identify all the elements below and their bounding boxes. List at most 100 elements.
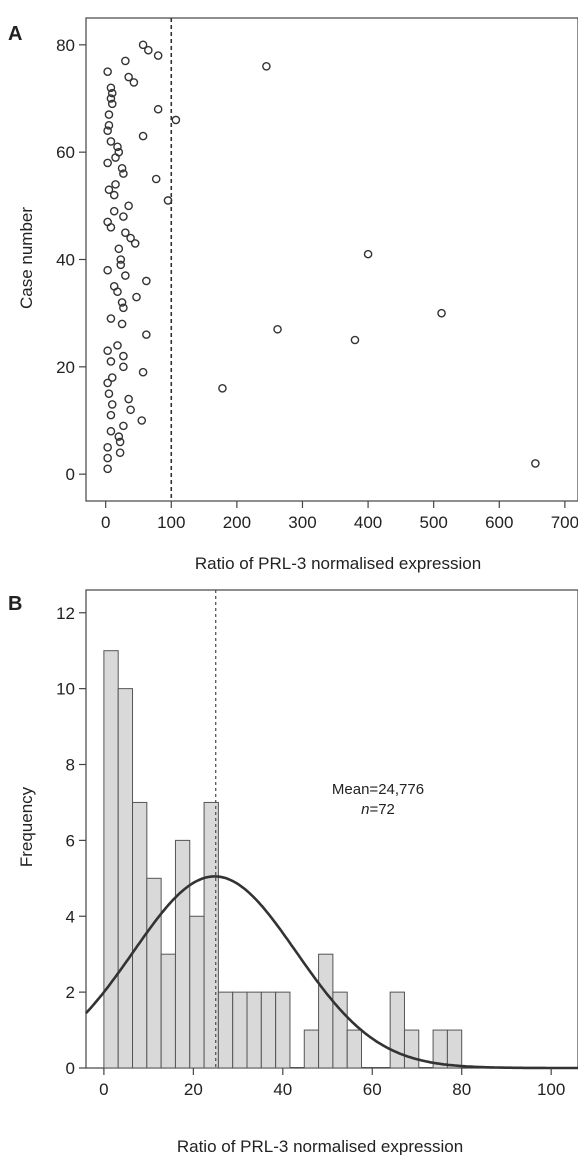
x-axis-title: Ratio of PRL-3 normalised expression xyxy=(177,1137,463,1155)
data-point xyxy=(126,405,135,415)
data-point xyxy=(106,83,116,93)
data-point xyxy=(106,94,116,103)
data-point xyxy=(138,131,148,141)
histogram-bar xyxy=(318,953,334,1069)
x-tick-label: 40 xyxy=(273,1080,292,1099)
data-point xyxy=(132,292,141,302)
mean-annotation: Mean=24,776 xyxy=(332,781,424,798)
panel-a: A 0 100 200 300 400 500 600 700 0 20 40 60 80 Ratio… xyxy=(8,17,578,573)
data-point xyxy=(350,335,360,345)
data-point xyxy=(103,464,112,474)
data-point xyxy=(106,137,116,146)
histogram-bar xyxy=(232,991,248,1069)
data-point xyxy=(124,201,133,211)
plot-frame xyxy=(85,17,578,502)
data-point xyxy=(113,341,122,350)
y-axis-title: Case number xyxy=(17,207,36,309)
x-axis-ticks: 0 100 200 300 400 500 600 700 xyxy=(101,501,578,532)
histogram-bar xyxy=(160,953,176,1069)
data-point xyxy=(104,121,114,130)
data-point xyxy=(113,142,122,152)
x-tick-label: 300 xyxy=(288,513,316,532)
data-point xyxy=(262,62,271,71)
n-symbol: n xyxy=(361,801,369,818)
n-value: =72 xyxy=(369,801,394,818)
x-tick-label: 100 xyxy=(157,513,185,532)
data-point xyxy=(106,314,116,323)
data-point xyxy=(106,426,116,436)
data-point xyxy=(103,67,112,76)
scatter-chart: A 0 100 200 300 400 500 600 700 0 20 40 60 80 Ratio… xyxy=(8,17,578,573)
histogram-bar xyxy=(246,991,262,1069)
data-point xyxy=(116,255,126,264)
y-tick-label: 0 xyxy=(66,1059,75,1078)
data-point xyxy=(121,271,130,280)
x-tick-label: 0 xyxy=(101,513,110,532)
histogram-bar xyxy=(389,991,405,1069)
normal-curve xyxy=(85,875,578,1070)
x-tick-label: 0 xyxy=(99,1080,108,1099)
histogram-bar xyxy=(303,1029,320,1069)
data-point xyxy=(107,88,117,98)
data-point xyxy=(153,51,163,60)
x-axis-title: Ratio of PRL-3 normalised expression xyxy=(195,554,481,573)
y-tick-label: 0 xyxy=(66,465,75,484)
y-axis-ticks: 0 2 4 6 8 10 12 xyxy=(56,604,86,1078)
y-tick-label: 10 xyxy=(56,680,75,699)
x-axis-ticks: 0 20 40 60 80 100 xyxy=(99,1068,565,1099)
data-point xyxy=(119,351,128,361)
data-point xyxy=(130,239,140,248)
histogram-bar xyxy=(146,877,162,1069)
x-tick-label: 20 xyxy=(184,1080,203,1099)
y-tick-label: 4 xyxy=(66,907,75,926)
data-point xyxy=(117,319,127,329)
histogram-bar xyxy=(260,991,277,1069)
data-point xyxy=(115,448,125,458)
data-point xyxy=(109,190,119,200)
data-point xyxy=(103,217,112,227)
y-tick-label: 12 xyxy=(56,604,75,623)
data-point xyxy=(107,400,117,409)
data-point xyxy=(103,443,112,452)
data-point xyxy=(121,56,130,66)
data-point xyxy=(153,104,163,114)
y-tick-label: 60 xyxy=(56,143,75,162)
x-tick-label: 600 xyxy=(485,513,513,532)
data-point xyxy=(117,163,127,173)
data-point xyxy=(114,432,124,441)
panel-b: B 0 20 40 60 80 100 0 2 4 6 8 10 12 Mean=24,776 n=7… xyxy=(0,580,578,1155)
x-tick-label: 400 xyxy=(354,513,382,532)
data-point xyxy=(129,78,139,87)
data-point xyxy=(273,324,282,334)
data-point xyxy=(103,126,112,135)
data-point xyxy=(103,378,112,388)
data-point xyxy=(103,265,112,275)
data-point xyxy=(151,174,161,184)
y-tick-label: 8 xyxy=(66,756,75,775)
data-point xyxy=(119,169,128,178)
data-point xyxy=(103,453,112,463)
x-tick-label: 500 xyxy=(419,513,447,532)
data-point xyxy=(106,357,116,366)
data-point xyxy=(142,276,151,286)
data-point xyxy=(142,330,151,339)
y-axis-ticks: 0 20 40 60 80 xyxy=(56,36,86,484)
data-point xyxy=(107,99,117,109)
data-point xyxy=(144,45,153,55)
data-point xyxy=(107,373,117,382)
data-point xyxy=(119,303,128,313)
panel-letter-a: A xyxy=(8,23,22,45)
histogram-chart: B 0 20 40 60 80 100 0 2 4 6 8 10 12 Mean=24,776 n=7… xyxy=(8,589,578,1155)
panel-letter-b: B xyxy=(8,593,22,615)
data-point xyxy=(437,308,446,318)
data-point xyxy=(119,362,128,372)
histogram-bar xyxy=(174,839,191,1069)
n-annotation: n=72 xyxy=(361,801,395,818)
y-tick-label: 20 xyxy=(56,358,75,377)
data-point xyxy=(109,206,119,216)
y-tick-label: 80 xyxy=(56,36,75,55)
data-point xyxy=(119,421,128,431)
histogram-bar xyxy=(103,650,119,1069)
x-tick-label: 80 xyxy=(452,1080,471,1099)
y-tick-label: 40 xyxy=(56,251,75,270)
